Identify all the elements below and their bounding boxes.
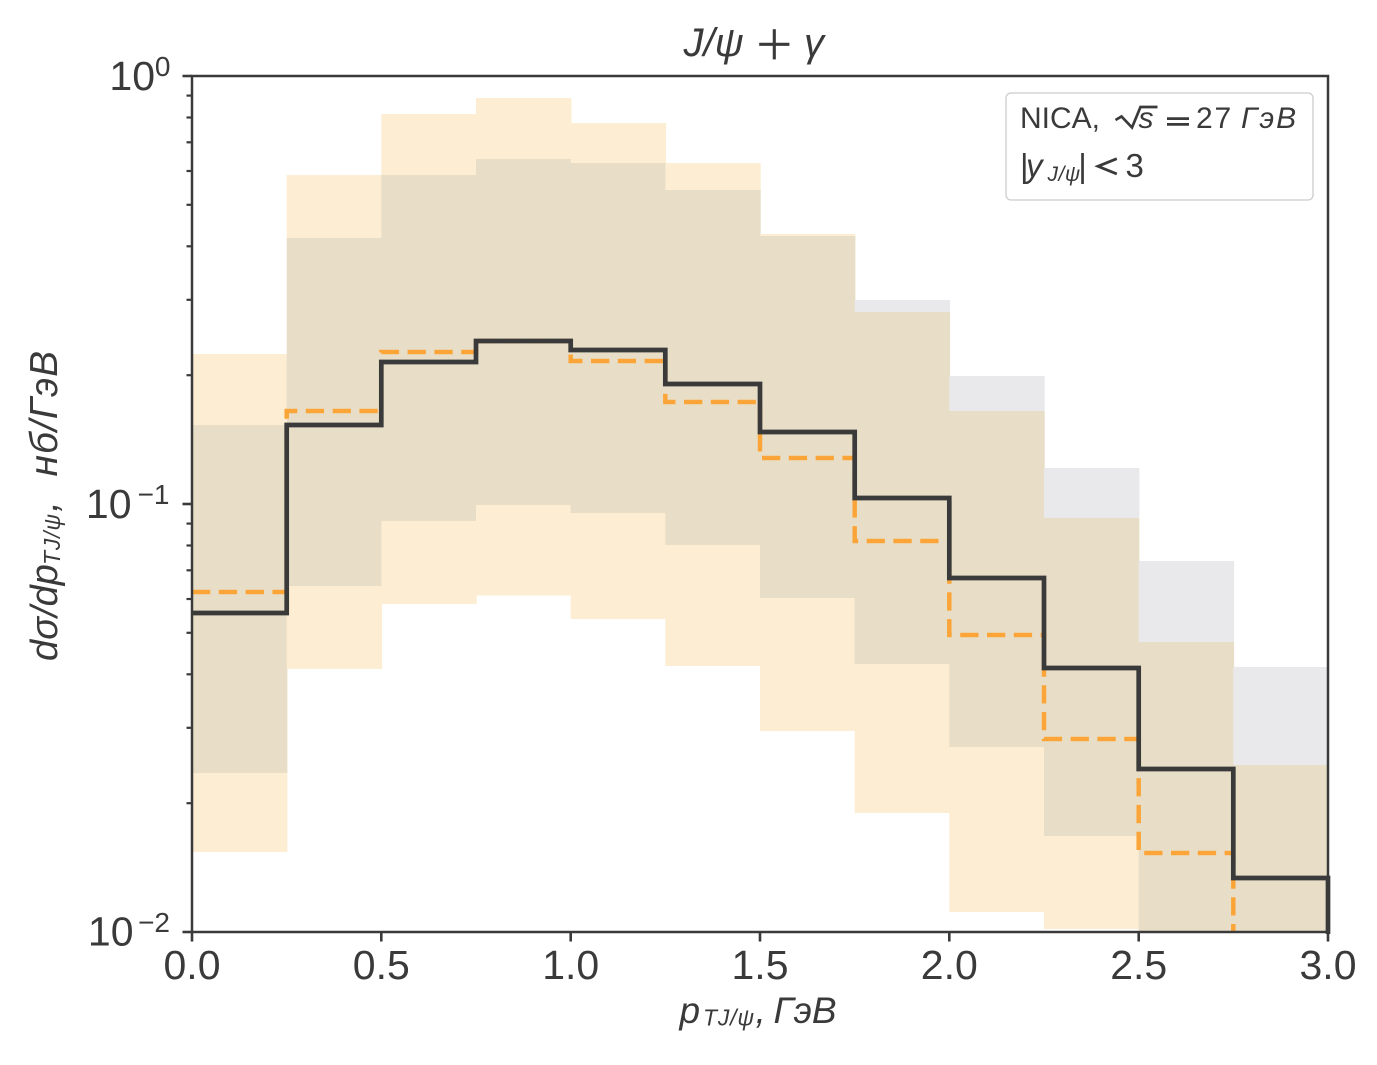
svg-text:3: 3 [1126,147,1144,184]
svg-text:1.5: 1.5 [732,942,789,988]
svg-text:γ: γ [804,21,826,65]
svg-text:2.0: 2.0 [921,942,978,988]
svg-text:0: 0 [155,51,171,82]
svg-text:10: 10 [109,53,155,99]
svg-text:,: , [756,990,766,1031]
svg-text:2.5: 2.5 [1110,942,1167,988]
svg-text:s: s [1139,102,1154,135]
svg-text:TJ/ψ: TJ/ψ [39,513,65,565]
svg-text:0.5: 0.5 [353,942,410,988]
svg-text:10: 10 [88,909,134,955]
svg-text:−2: −2 [138,907,170,938]
svg-text:J/ψ: J/ψ [1047,163,1081,186]
svg-text:27: 27 [1196,102,1233,135]
svg-text:10: 10 [86,481,132,527]
svg-text:y: y [1024,147,1045,184]
svg-text:3.0: 3.0 [1300,942,1357,988]
svg-text:0.0: 0.0 [164,942,221,988]
svg-text:ГэВ: ГэВ [774,990,837,1031]
svg-text:1.0: 1.0 [542,942,599,988]
svg-text:TJ/ψ: TJ/ψ [703,1005,755,1031]
svg-text:, нб/ГэВ: , нб/ГэВ [23,350,66,512]
svg-text:|: | [1020,147,1029,184]
svg-text:NICA,: NICA, [1020,102,1100,135]
svg-text:p: p [679,990,701,1031]
svg-text:ГэВ: ГэВ [1241,102,1298,135]
svg-text:J/ψ: J/ψ [683,21,744,65]
svg-text:dσ/dp: dσ/dp [24,564,66,661]
svg-text:−1: −1 [138,479,170,510]
svg-text:|: | [1078,147,1087,184]
